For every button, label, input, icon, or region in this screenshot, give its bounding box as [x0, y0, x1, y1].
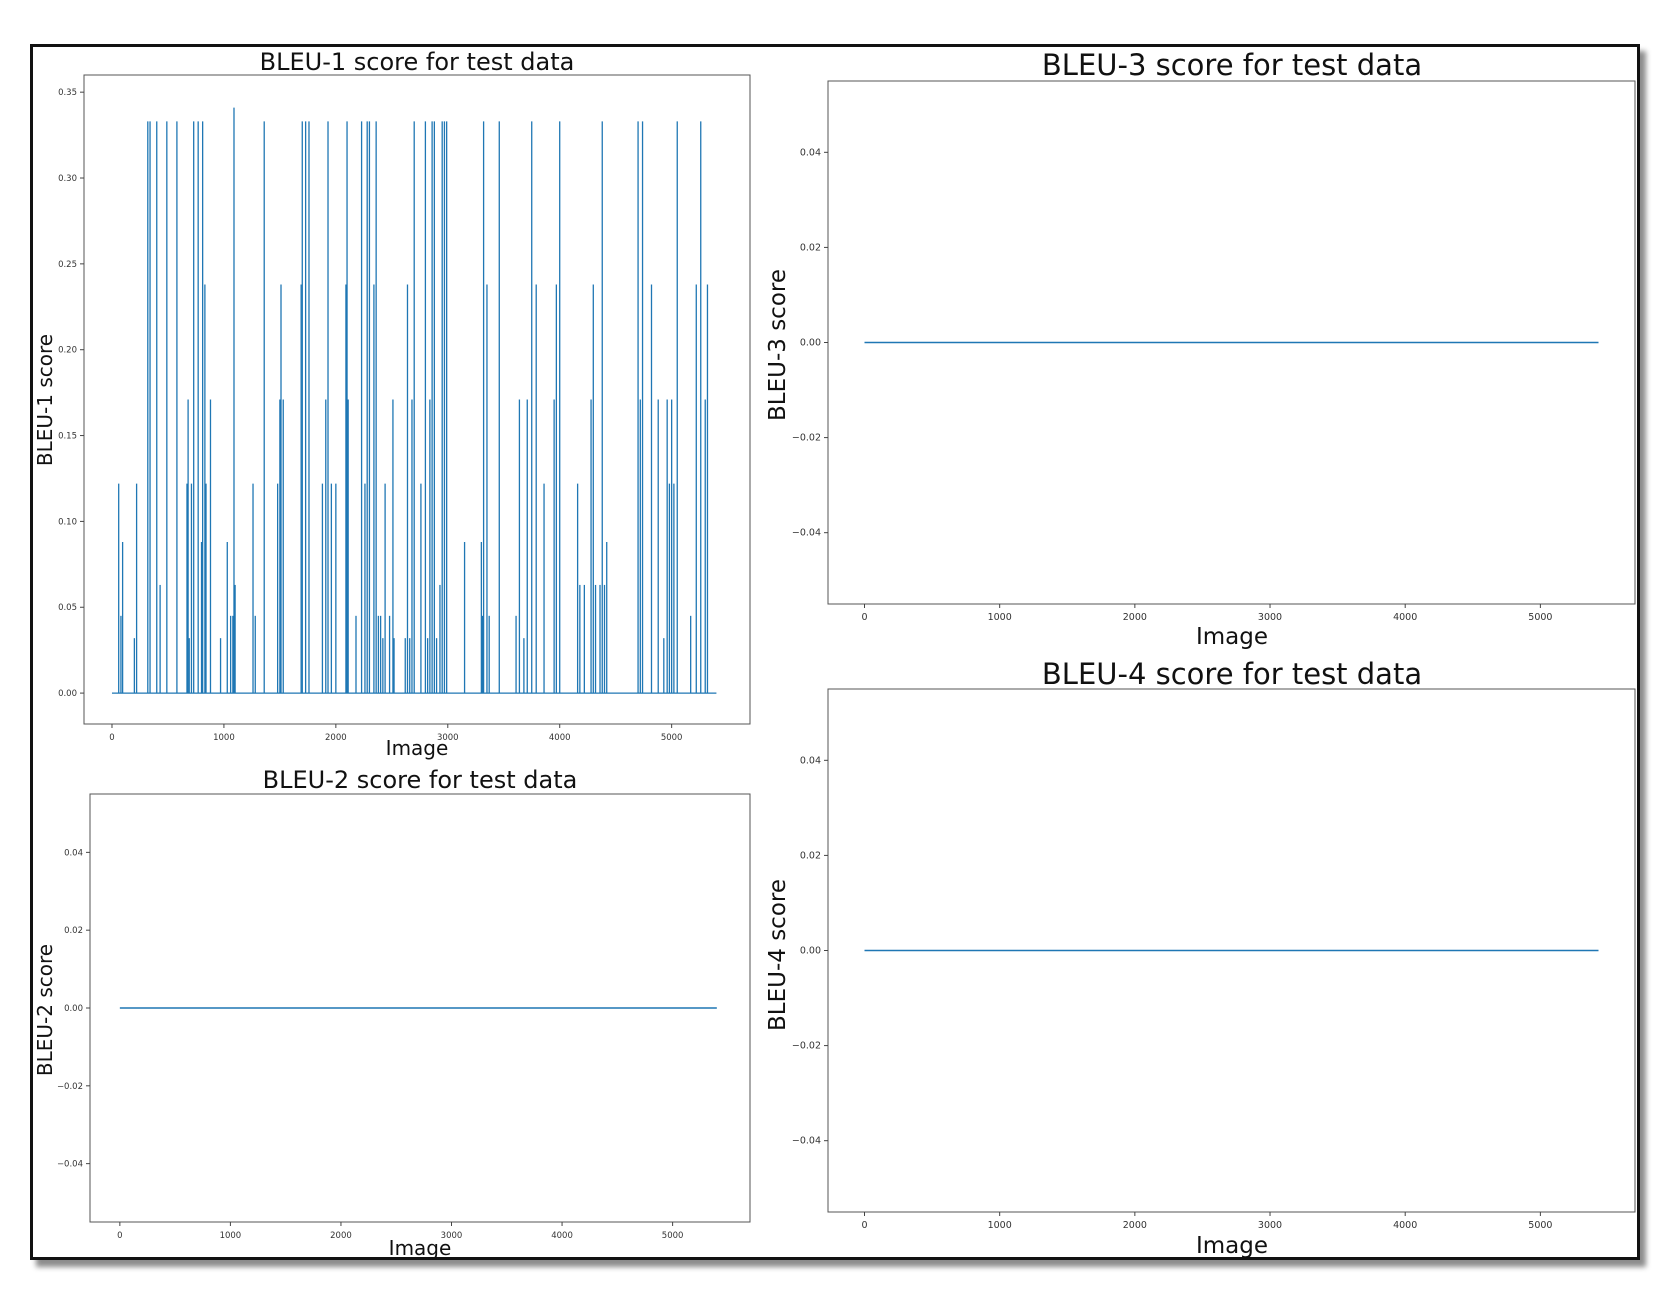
x-tick-label: 3000	[1258, 612, 1282, 623]
y-tick-label: −0.02	[792, 433, 821, 444]
x-tick-label: 4000	[551, 1231, 573, 1241]
y-tick-label: 0.00	[800, 338, 821, 349]
y-tick-label: 0.00	[64, 1004, 83, 1014]
axes-frame	[83, 74, 751, 725]
y-tick-label: −0.02	[792, 1041, 821, 1052]
y-tick-label: 0.20	[58, 346, 77, 356]
y-tick-label: 0.30	[58, 174, 77, 184]
x-tick-label: 3000	[441, 1231, 463, 1241]
x-tick-label: 1000	[988, 612, 1012, 623]
x-axis-label: Image	[1196, 1233, 1268, 1259]
y-axis-label: BLEU-2 score	[33, 944, 57, 1076]
x-tick-label: 5000	[662, 1231, 684, 1241]
x-tick-label: 2000	[1123, 1220, 1147, 1231]
y-tick-label: 0.02	[800, 242, 821, 253]
y-tick-label: 0.04	[800, 755, 821, 766]
panel-title: BLEU-3 score for test data	[1042, 48, 1422, 82]
y-tick-label: 0.04	[800, 147, 821, 158]
x-tick-label: 0	[861, 612, 867, 623]
plot-area: 0 1000 2000 3000 4000 5000 −0.04 −0.02 0.00 0.02 0…	[792, 80, 1636, 623]
x-tick-label: 1000	[213, 733, 235, 743]
y-tick-label: −0.04	[792, 528, 821, 539]
figure-frame	[30, 44, 1640, 1260]
y-tick-label: 0.02	[800, 850, 821, 861]
y-tick-label: 0.04	[64, 848, 83, 858]
x-tick-label: 5000	[1528, 612, 1552, 623]
x-tick-label: 4000	[1393, 612, 1417, 623]
x-tick-label: 4000	[549, 733, 571, 743]
x-tick-label: 2000	[330, 1231, 352, 1241]
panel-bleu-4: BLEU-4 score for test data Image BLEU-4 …	[765, 657, 1636, 1259]
y-tick-label: 0.35	[58, 88, 77, 98]
y-axis-label: BLEU-4 score	[765, 879, 791, 1031]
x-axis-label: Image	[389, 1236, 452, 1260]
x-tick-label: 0	[861, 1220, 867, 1231]
panel-bleu-3: BLEU-3 score for test data Image BLEU-3 …	[765, 48, 1636, 650]
y-tick-label: 0.00	[800, 946, 821, 957]
x-tick-label: 5000	[661, 733, 683, 743]
x-tick-label: 4000	[1393, 1220, 1417, 1231]
panel-bleu-2: BLEU-2 score for test data Image BLEU-2 …	[33, 766, 751, 1260]
y-tick-label: −0.02	[57, 1082, 83, 1092]
x-tick-label: 1000	[988, 1220, 1012, 1231]
panel-bleu-1: BLEU-1 score for test data Image BLEU-1 …	[33, 48, 751, 760]
x-axis-label: Image	[386, 736, 449, 760]
x-axis-label: Image	[1196, 624, 1268, 650]
y-tick-label: 0.02	[64, 926, 83, 936]
x-tick-label: 2000	[325, 733, 347, 743]
x-tick-label: 0	[117, 1231, 122, 1241]
y-tick-label: 0.25	[58, 260, 77, 270]
x-tick-label: 5000	[1528, 1220, 1552, 1231]
plot-area: 0 1000 2000 3000 4000 5000 −0.04 −0.02 0.00 0.02 0…	[792, 688, 1636, 1231]
y-axis-label: BLEU-3 score	[765, 269, 791, 421]
y-tick-label: −0.04	[57, 1160, 83, 1170]
plot-area: 0 1000 2000 3000 4000 5000 0.00 0.05 0.10 0.15 0.2…	[58, 74, 751, 743]
panel-title: BLEU-2 score for test data	[263, 766, 578, 794]
y-tick-label: 0.05	[58, 603, 77, 613]
y-axis-label: BLEU-1 score	[33, 334, 57, 466]
x-tick-label: 3000	[437, 733, 459, 743]
x-tick-label: 1000	[220, 1231, 242, 1241]
x-tick-label: 0	[109, 733, 114, 743]
plot-area: 0 1000 2000 3000 4000 5000 −0.04 −0.02 0.00 0.02 0…	[57, 793, 751, 1241]
y-tick-label: 0.15	[58, 432, 77, 442]
x-tick-label: 2000	[1123, 612, 1147, 623]
y-tick-label: 0.10	[58, 517, 77, 527]
x-tick-label: 3000	[1258, 1220, 1282, 1231]
panel-title: BLEU-4 score for test data	[1042, 657, 1422, 691]
y-tick-label: −0.04	[792, 1136, 821, 1147]
y-tick-label: 0.00	[58, 689, 77, 699]
panel-title: BLEU-1 score for test data	[260, 48, 575, 76]
